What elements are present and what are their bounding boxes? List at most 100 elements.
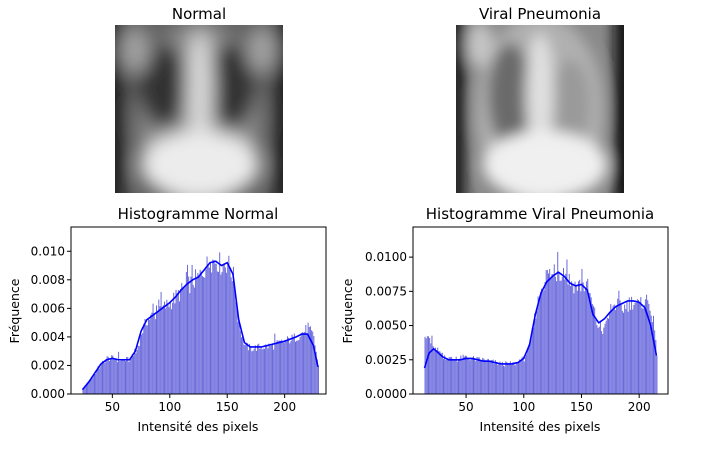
histogram-bar (284, 339, 286, 394)
histogram-bar (203, 276, 205, 394)
histogram-bar (169, 301, 171, 394)
histogram-bar (180, 289, 182, 394)
histogram-bar (571, 281, 573, 394)
histogram-bar (519, 359, 521, 394)
histogram-bar (504, 366, 506, 394)
histogram-bar (288, 337, 290, 394)
histogram-bar (307, 322, 309, 394)
histogram-bar (429, 338, 431, 394)
histogram-bar (177, 290, 179, 394)
histogram-bar (268, 343, 270, 394)
histogram-bar (580, 291, 582, 394)
histogram-bar (475, 361, 477, 394)
histogram-bar (96, 370, 98, 394)
histogram-bar (554, 276, 556, 394)
histogram-bar (481, 361, 483, 394)
histogram-bar (443, 359, 444, 394)
histogram-bar (648, 303, 650, 394)
histogram-bar (653, 315, 654, 394)
histogram-bar (220, 274, 222, 394)
xray-image-pneumonia (456, 25, 624, 193)
histogram-bar (209, 262, 211, 394)
histogram-bar (647, 300, 649, 394)
histogram-bar (508, 363, 510, 394)
histogram-bar (474, 358, 476, 394)
histogram-bar (223, 264, 225, 394)
histogram-bar (173, 292, 175, 394)
histogram-bar (90, 379, 92, 394)
histogram-bar (260, 347, 262, 394)
histogram-bar (111, 355, 113, 394)
kde-curve (81, 260, 319, 391)
histogram-bar (242, 334, 244, 394)
histogram-bar (460, 355, 462, 394)
histogram-bar (479, 359, 481, 394)
histogram-bar (486, 359, 488, 394)
histogram-bar (514, 365, 516, 394)
histogram-bar (467, 358, 469, 394)
histogram-bar (235, 301, 237, 394)
histogram-bar (274, 333, 276, 394)
histogram-bar (267, 348, 269, 394)
histogram-bar (299, 336, 301, 394)
histogram-bar (294, 341, 296, 394)
histogram-bar (623, 312, 624, 394)
image-title-pneumonia: Viral Pneumonia (479, 5, 601, 23)
histogram-bar (628, 297, 630, 394)
histogram-bar (624, 304, 626, 394)
histogram-bar (122, 359, 124, 394)
histogram-bar (237, 321, 239, 394)
histogram-bar (147, 318, 149, 394)
histogram-bar (238, 319, 240, 394)
histogram-bar (563, 268, 564, 394)
histogram-bar (207, 266, 209, 394)
histogram-bar (102, 360, 104, 394)
histogram-bar (151, 312, 153, 394)
histogram-bar (535, 318, 537, 394)
histogram-bar (91, 378, 93, 394)
histogram-bar (193, 287, 195, 394)
histogram-bar (490, 360, 492, 394)
histogram-bar (143, 323, 145, 394)
histogram-bar (105, 359, 107, 394)
histogram-bar (593, 305, 594, 394)
histogram-bar (145, 325, 147, 394)
histogram-bar (314, 345, 316, 394)
histogram-bar (616, 306, 618, 394)
histogram-bar (241, 337, 242, 394)
histogram-bar (436, 350, 438, 394)
histogram-bar (589, 293, 591, 394)
histogram-bar (541, 288, 543, 394)
histogram-bar (162, 305, 164, 394)
histogram-bar (251, 351, 253, 394)
histogram-bar (509, 361, 511, 394)
histogram-bar (529, 342, 531, 394)
histogram-bar (478, 357, 480, 394)
histogram-bar (477, 357, 479, 394)
histogram-bar (214, 263, 216, 394)
histogram-bar (304, 331, 306, 394)
histogram-bar (315, 351, 317, 394)
histogram-bar (292, 336, 294, 394)
histogram-bar (134, 348, 136, 394)
histogram-bar (588, 293, 590, 394)
histogram-bar (190, 276, 192, 394)
histogram-bar (160, 291, 162, 394)
histogram-bar (120, 360, 122, 394)
histogram-bar (309, 326, 311, 394)
y-tick-label: 0.006 (31, 301, 65, 315)
histogram-bar (651, 322, 653, 394)
histogram-bar (583, 291, 585, 394)
histogram-bar (576, 290, 578, 394)
histogram-bar (178, 301, 180, 394)
histogram-bar (626, 301, 628, 394)
histogram-bar (430, 343, 432, 394)
histogram-bar (595, 319, 597, 394)
histogram-bar (222, 264, 224, 394)
histogram-bar (614, 310, 616, 394)
histogram-bar (631, 296, 633, 394)
histogram-bar (578, 281, 579, 394)
histogram-bar (496, 361, 498, 394)
histogram-bar (83, 387, 85, 394)
histogram-bar (255, 350, 257, 394)
